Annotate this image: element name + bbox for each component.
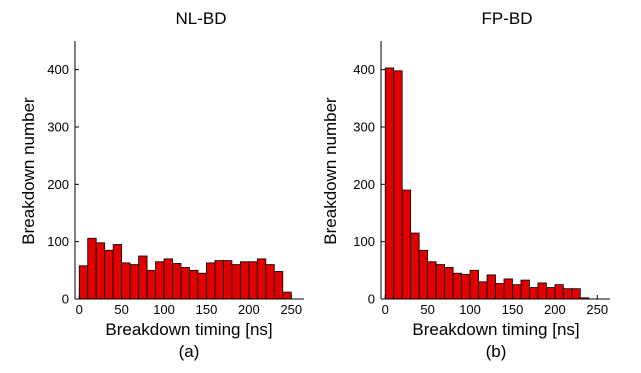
bar — [138, 255, 148, 300]
x-tick-label: 250 — [586, 302, 608, 317]
chart-title: FP-BD — [482, 9, 533, 28]
bar — [401, 189, 412, 300]
bar — [418, 249, 429, 300]
bar — [223, 260, 233, 300]
x-axis-label: Breakdown timing [ns] — [105, 320, 272, 339]
bar — [256, 258, 267, 300]
bar — [486, 274, 496, 300]
x-tick-label: 100 — [459, 302, 481, 317]
y-tick-label: 200 — [47, 177, 69, 192]
y-tick-label: 100 — [353, 234, 375, 249]
bar — [495, 283, 505, 300]
bar — [461, 273, 471, 300]
x-tick-label: 150 — [196, 302, 218, 317]
bar — [444, 267, 454, 300]
bar — [163, 258, 173, 300]
bar — [248, 261, 258, 300]
panel-caption: (a) — [179, 342, 200, 361]
bar — [265, 264, 275, 300]
bar — [206, 262, 216, 300]
bar — [282, 291, 292, 300]
panel-nl-bd: NL-BD Breakdown number Breakdown timing … — [19, 9, 304, 361]
y-tick-label: 400 — [47, 62, 69, 77]
bar — [155, 261, 165, 300]
plot-area: 0 50 100 150 200 250 0 100 200 300 400 — [47, 41, 304, 317]
y-tick-label: 100 — [47, 234, 69, 249]
x-axis-label: Breakdown timing [ns] — [412, 320, 579, 339]
bar — [121, 262, 131, 300]
x-tick-label: 250 — [280, 302, 302, 317]
x-tick-label: 0 — [382, 302, 389, 317]
y-tick-label: 400 — [353, 62, 375, 77]
bar — [129, 264, 140, 300]
bar — [512, 284, 522, 300]
y-tick-label: 200 — [353, 177, 375, 192]
bar — [78, 265, 89, 300]
bar — [197, 272, 207, 300]
chart-title: NL-BD — [175, 9, 226, 28]
bar — [571, 288, 581, 300]
x-tick-label: 50 — [114, 302, 128, 317]
bar — [478, 281, 488, 300]
bar — [427, 261, 437, 300]
bar — [95, 242, 106, 300]
bar — [435, 264, 446, 300]
y-tick-label: 0 — [62, 292, 69, 307]
bar — [239, 261, 250, 300]
bar — [469, 269, 479, 300]
bar — [554, 284, 564, 300]
bar — [214, 260, 224, 300]
y-axis-label: Breakdown number — [321, 97, 340, 245]
bar — [393, 70, 403, 300]
bar — [172, 263, 182, 300]
panel-fp-bd: FP-BD Breakdown number Breakdown timing … — [321, 9, 610, 361]
y-tick-label: 300 — [353, 120, 375, 135]
x-tick-label: 100 — [153, 302, 175, 317]
bar — [520, 279, 530, 300]
y-tick-label: 0 — [368, 292, 375, 307]
bar — [529, 287, 539, 300]
x-tick-label: 50 — [420, 302, 434, 317]
bar — [273, 271, 284, 300]
bar — [537, 282, 547, 300]
x-tick-label: 150 — [502, 302, 524, 317]
y-axis-label: Breakdown number — [19, 97, 38, 245]
bar — [452, 272, 462, 300]
y-tick-label: 300 — [47, 120, 69, 135]
bar — [87, 237, 97, 300]
x-tick-label: 0 — [76, 302, 83, 317]
bar — [503, 278, 513, 300]
bar — [189, 269, 199, 300]
bar — [410, 232, 420, 300]
bar — [104, 249, 114, 300]
bar — [231, 264, 241, 300]
bar — [146, 269, 156, 300]
x-tick-label: 200 — [238, 302, 260, 317]
bar — [384, 67, 395, 300]
bar — [545, 287, 556, 300]
panel-caption: (b) — [486, 342, 507, 361]
bar — [112, 244, 123, 300]
bar — [562, 288, 573, 300]
plot-area: 0 50 100 150 200 250 0 100 200 300 400 — [353, 41, 610, 317]
bar — [180, 267, 190, 300]
x-tick-label: 200 — [544, 302, 566, 317]
